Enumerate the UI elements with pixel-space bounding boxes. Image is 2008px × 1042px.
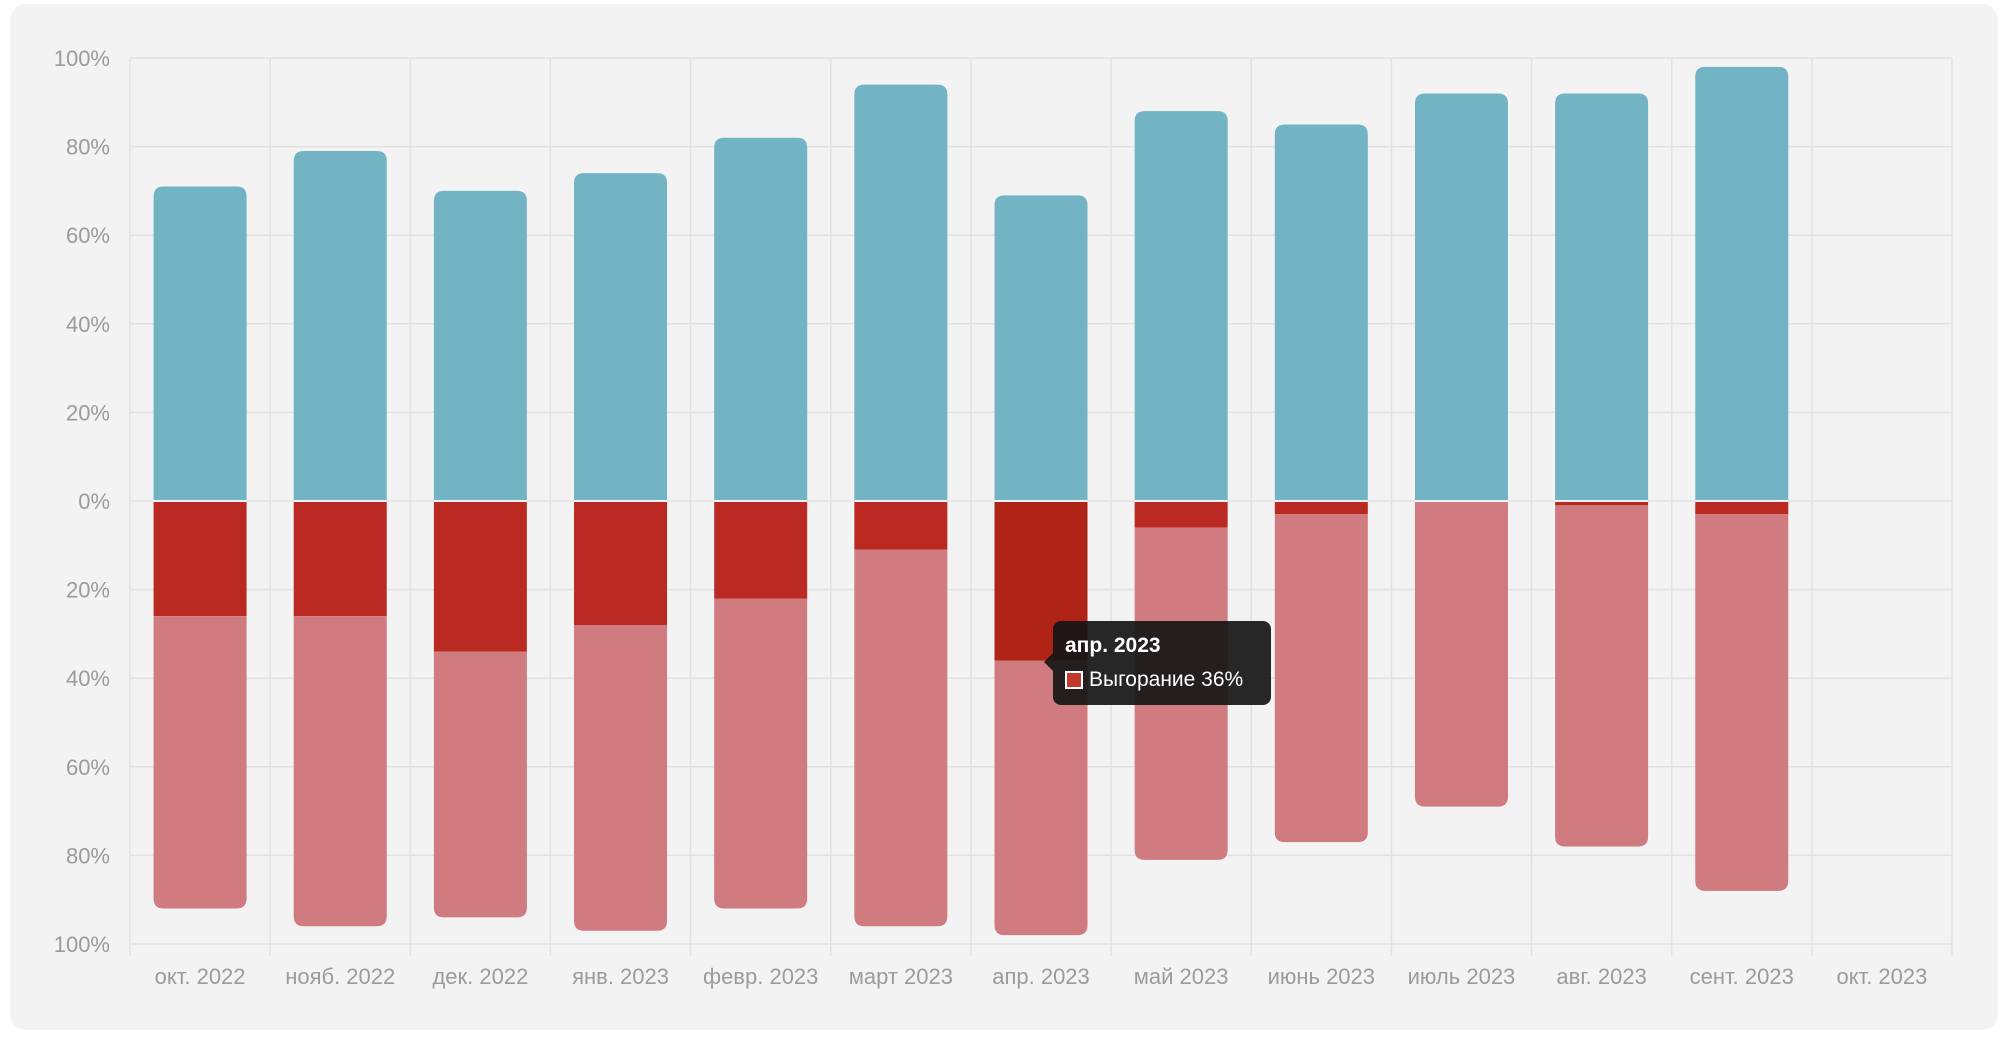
bar-burnout[interactable] (574, 501, 668, 626)
bar-negative[interactable] (293, 616, 387, 927)
bar-positive[interactable] (1695, 66, 1789, 502)
x-tick-label: февр. 2023 (703, 964, 818, 989)
bar-burnout[interactable] (153, 501, 247, 617)
y-tick-label: 60% (66, 755, 110, 780)
bar-positive[interactable] (153, 186, 247, 501)
bar-positive[interactable] (1134, 111, 1228, 501)
y-tick-label: 100% (54, 46, 110, 71)
x-tick-label: май 2023 (1134, 964, 1229, 989)
tooltip-label: Выгорание 36% (1089, 668, 1244, 691)
bar-burnout[interactable] (714, 501, 808, 599)
x-tick-label: окт. 2023 (1836, 964, 1927, 989)
y-tick-label: 100% (54, 932, 110, 957)
x-tick-label: окт. 2022 (155, 964, 246, 989)
y-axis-ticks: 100% 80% 60% 40% 20% 0% 20% 40% 60% 80% 100% (54, 46, 110, 957)
bar-burnout[interactable] (994, 501, 1088, 661)
y-tick-label: 80% (66, 843, 110, 868)
bar-burnout[interactable] (854, 501, 948, 550)
bar-negative[interactable] (714, 598, 808, 909)
bar-positive[interactable] (1414, 93, 1508, 501)
bar-positive[interactable] (433, 190, 527, 501)
bar-positive[interactable] (714, 137, 808, 502)
bar-burnout[interactable] (293, 501, 387, 617)
bar-positive[interactable] (293, 151, 387, 501)
bar-negative[interactable] (574, 625, 668, 931)
bar-burnout[interactable] (1695, 501, 1789, 515)
x-tick-label: янв. 2023 (572, 964, 669, 989)
y-tick-label: 20% (66, 400, 110, 425)
chart-tooltip: апр. 2023 Выгорание 36% (1044, 621, 1271, 705)
bar-negative[interactable] (854, 549, 948, 927)
bar-negative[interactable] (433, 651, 527, 918)
bar-burnout[interactable] (433, 501, 527, 652)
bar-negative[interactable] (1695, 514, 1789, 891)
x-tick-label: апр. 2023 (992, 964, 1090, 989)
tooltip-row: Выгорание 36% (1065, 668, 1259, 692)
y-tick-label: 60% (66, 223, 110, 248)
x-tick-label: авг. 2023 (1556, 964, 1646, 989)
bar-negative[interactable] (1555, 505, 1649, 847)
y-tick-label: 80% (66, 135, 110, 160)
bar-positive[interactable] (854, 84, 948, 501)
tooltip-title: апр. 2023 (1065, 634, 1161, 657)
y-tick-label: 40% (66, 666, 110, 691)
x-tick-label: март 2023 (849, 964, 953, 989)
x-tick-label: сент. 2023 (1690, 964, 1794, 989)
x-tick-label: нояб. 2022 (285, 964, 395, 989)
bar-burnout[interactable] (1134, 501, 1228, 528)
y-tick-label: 20% (66, 578, 110, 603)
tooltip-swatch (1065, 671, 1083, 689)
bar-positive[interactable] (994, 195, 1088, 501)
bar-negative[interactable] (994, 660, 1088, 936)
y-tick-label: 0% (78, 489, 110, 514)
x-tick-label: июль 2023 (1408, 964, 1516, 989)
chart-bars (153, 66, 1789, 936)
x-tick-label: дек. 2022 (432, 964, 528, 989)
bar-negative[interactable] (1274, 514, 1368, 843)
bar-burnout[interactable] (1274, 501, 1368, 515)
y-tick-label: 40% (66, 312, 110, 337)
bar-positive[interactable] (574, 173, 668, 501)
bar-positive[interactable] (1555, 93, 1649, 501)
x-axis-ticks: окт. 2022 нояб. 2022 дек. 2022 янв. 2023 фев… (155, 964, 1928, 989)
x-tick-label: июнь 2023 (1268, 964, 1375, 989)
bar-negative[interactable] (153, 616, 247, 909)
bar-positive[interactable] (1274, 124, 1368, 501)
bar-negative[interactable] (1414, 501, 1508, 807)
bar-burnout[interactable] (1555, 501, 1649, 506)
